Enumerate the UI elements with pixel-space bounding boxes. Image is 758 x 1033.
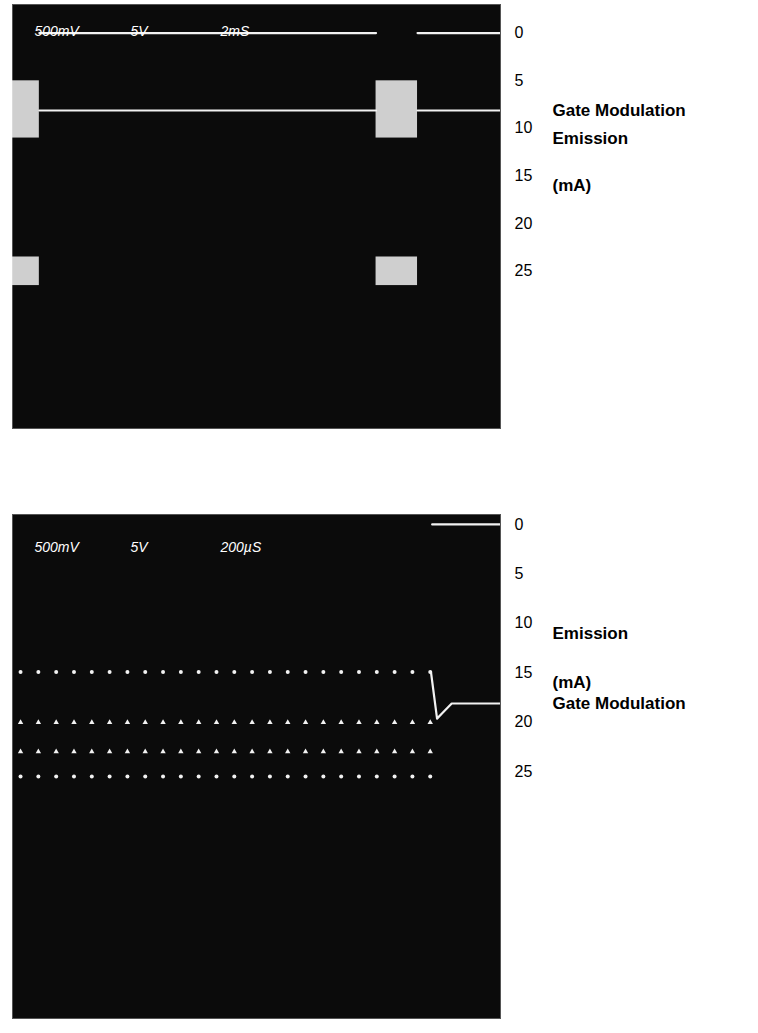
svg-text:15: 15 <box>515 664 533 681</box>
svg-text:15: 15 <box>515 167 533 184</box>
svg-text:10: 10 <box>515 119 533 136</box>
svg-text:5: 5 <box>515 72 524 89</box>
svg-text:25: 25 <box>515 763 533 780</box>
svg-text:20: 20 <box>515 215 533 232</box>
svg-text:200µS: 200µS <box>220 539 262 555</box>
svg-text:500mV: 500mV <box>35 539 81 555</box>
svg-text:0: 0 <box>515 516 524 533</box>
svg-text:20: 20 <box>515 713 533 730</box>
svg-text:Emission(mA): Emission(mA) <box>553 624 629 692</box>
svg-text:2mS: 2mS <box>220 23 250 39</box>
svg-text:500mV: 500mV <box>35 23 81 39</box>
svg-text:0: 0 <box>515 24 524 41</box>
svg-text:Emission(mA): Emission(mA) <box>553 129 629 196</box>
svg-text:Gate Modulation: Gate Modulation <box>553 101 686 120</box>
svg-text:10: 10 <box>515 614 533 631</box>
svg-text:5V: 5V <box>131 539 150 555</box>
svg-text:5V: 5V <box>131 23 150 39</box>
svg-text:5: 5 <box>515 565 524 582</box>
svg-text:Gate Modulation: Gate Modulation <box>553 694 686 713</box>
svg-text:25: 25 <box>515 262 533 279</box>
